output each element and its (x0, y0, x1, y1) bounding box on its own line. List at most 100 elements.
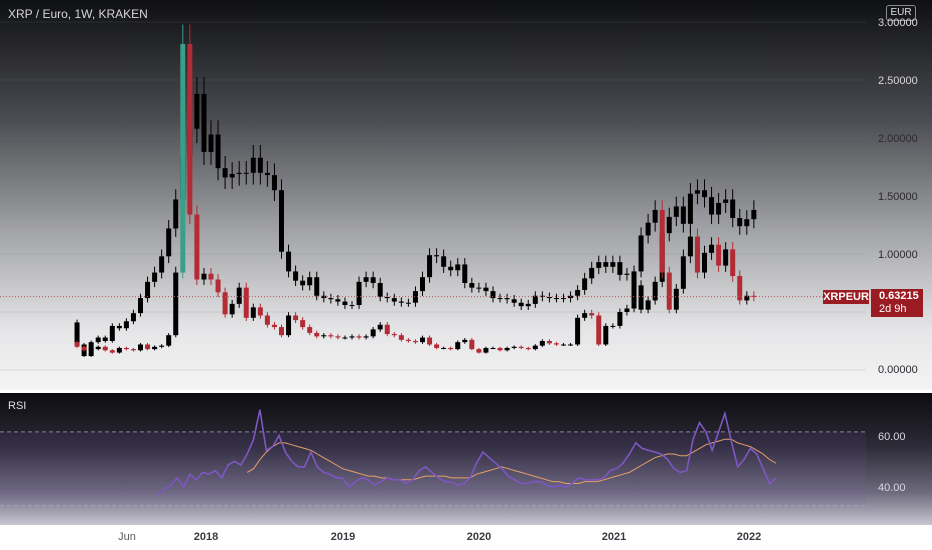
candle-body (518, 346, 524, 348)
candle-body (687, 236, 693, 257)
candle-body (384, 324, 390, 335)
last-price-tag: 0.63215 2d 9h (871, 289, 923, 317)
candle-body (420, 337, 425, 343)
candle-body (666, 216, 672, 234)
candle-body (539, 341, 545, 346)
candle-body (441, 347, 447, 349)
candle-body (384, 296, 390, 299)
candle-body (123, 321, 129, 329)
rsi-indicator-title[interactable]: RSI (8, 400, 27, 412)
candle-body (300, 320, 306, 328)
candle-body (490, 291, 496, 299)
candle-body (271, 175, 277, 191)
candle-body (603, 325, 609, 345)
candle-body (490, 347, 496, 349)
last-price-value: 0.63215 (879, 290, 919, 302)
x-tick-label: 2019 (330, 531, 356, 543)
candle-body (744, 219, 750, 227)
candle-body (610, 325, 616, 327)
time-axis[interactable] (0, 525, 932, 550)
candle-body (469, 283, 475, 288)
candle-body (694, 236, 700, 273)
candle-body (250, 157, 256, 173)
candles-series-b (74, 24, 757, 354)
candle-body (568, 344, 574, 346)
candle-body (483, 287, 489, 292)
candle-body (208, 273, 214, 280)
candle-body (511, 346, 517, 348)
candle-body (328, 335, 334, 337)
candle-body (645, 300, 651, 310)
candle-body (314, 332, 320, 337)
candle-body (751, 209, 757, 220)
candle-body (652, 209, 658, 223)
candle-body (109, 350, 115, 353)
candle-body (243, 287, 249, 318)
candle-body (116, 325, 122, 329)
y-tick-label: 2.50000 (878, 75, 918, 87)
candle-body (236, 172, 242, 174)
candle-body (624, 273, 630, 275)
candle-body (497, 347, 503, 351)
currency-button[interactable]: EUR (886, 5, 916, 21)
candle-body (187, 44, 193, 215)
candle-body (744, 295, 750, 301)
candle-body (455, 342, 461, 350)
candle-body (441, 256, 447, 267)
candle-body (575, 317, 581, 345)
candle-body (405, 302, 411, 304)
candle-body (398, 335, 404, 340)
candle-body (398, 301, 404, 303)
candle-body (102, 337, 108, 341)
candle-body (152, 272, 158, 282)
candle-body (349, 305, 355, 307)
candle-body (208, 134, 214, 152)
candle-body (109, 325, 115, 341)
rsi-lines (157, 409, 777, 496)
candle-body (469, 339, 475, 350)
candle-body (561, 298, 566, 300)
candle-body (342, 337, 348, 339)
price-grid (0, 21, 866, 371)
candle-body (673, 206, 679, 217)
pane-separator[interactable] (0, 390, 932, 393)
candle-body (335, 299, 341, 302)
candle-body (229, 303, 235, 315)
candle-body (709, 244, 715, 253)
candle-body (116, 347, 122, 353)
candle-body (194, 214, 200, 280)
candle-body (243, 172, 249, 174)
rsi-line (157, 409, 777, 496)
candle-body (391, 334, 397, 336)
candle-body (328, 298, 334, 300)
candle-body (631, 271, 637, 309)
candle-body (307, 277, 313, 286)
candle-body (201, 273, 207, 280)
candle-body (229, 173, 235, 178)
candle-body (201, 93, 207, 152)
candle-body (694, 190, 700, 194)
candle-body (504, 298, 510, 300)
candle-body (95, 346, 101, 350)
candle-body (391, 298, 397, 302)
price-pane[interactable] (0, 0, 932, 390)
candle-body (504, 347, 510, 351)
candle-body (194, 93, 200, 129)
candle-body (427, 337, 433, 345)
rsi-pane[interactable] (0, 393, 932, 525)
candle-body (589, 313, 595, 316)
candle-body (95, 337, 101, 343)
candle-body (546, 341, 552, 344)
candle-body (497, 298, 503, 300)
candle-body (138, 298, 143, 314)
candle-body (88, 349, 94, 351)
candle-body (250, 307, 256, 318)
rsi-bands (0, 431, 866, 507)
candle-body (652, 281, 658, 301)
candle-body (723, 199, 729, 203)
candle-body (561, 344, 566, 346)
candle-body (737, 276, 743, 301)
candle-body (434, 255, 440, 257)
candle-body (687, 193, 693, 224)
